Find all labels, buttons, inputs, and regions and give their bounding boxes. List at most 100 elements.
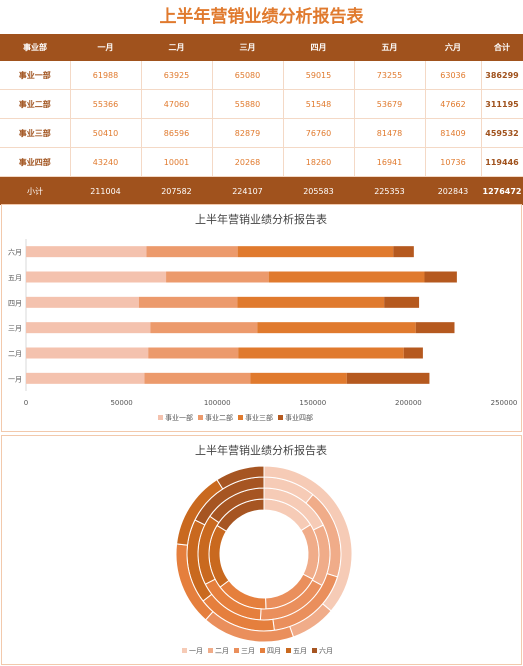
bar-segment: [415, 322, 455, 334]
bar-segment: [26, 296, 139, 308]
value-cell: 81409: [425, 118, 482, 148]
bar-chart-panel: 上半年营销业绩分析报告表 一月 二月 三月 四月 五月 六月 0 50000 100000 1500…: [1, 204, 522, 432]
subtotal-cell: 207582: [141, 176, 212, 205]
value-cell: 86596: [141, 118, 213, 148]
bar-segment: [393, 246, 414, 258]
value-cell: 82879: [212, 118, 284, 148]
bar-segment: [424, 271, 457, 283]
sales-table: 事业部 一月 二月 三月 四月 五月 六月 合计 事业一部 61988 6392…: [0, 34, 523, 205]
legend-swatch: [238, 415, 243, 420]
bar-segment: [26, 246, 147, 258]
subtotal-cell: 225353: [354, 176, 425, 205]
value-cell: 53679: [354, 89, 426, 119]
value-cell: 76760: [283, 118, 355, 148]
x-tick-label: 50000: [110, 399, 132, 407]
y-tick-label: 五月: [8, 274, 22, 282]
dept-name-cell: 事业二部: [0, 89, 71, 119]
value-cell: 10001: [141, 147, 213, 177]
value-cell: 55366: [70, 89, 142, 119]
y-tick-label: 三月: [8, 325, 22, 333]
header-cell: 一月: [70, 34, 141, 61]
bar-segment: [257, 322, 416, 334]
legend-swatch: [278, 415, 283, 420]
subtotal-cell: 211004: [70, 176, 141, 205]
header-cell: 四月: [283, 34, 354, 61]
header-cell: 五月: [354, 34, 425, 61]
value-cell: 59015: [283, 61, 355, 90]
bar-segment: [150, 322, 258, 334]
dept-name-cell: 事业三部: [0, 118, 71, 148]
legend-label: 五月: [293, 647, 307, 655]
legend-label: 一月: [189, 647, 203, 655]
legend-swatch: [286, 648, 291, 653]
value-cell: 63036: [425, 61, 482, 90]
legend-label: 事业二部: [205, 413, 233, 422]
x-tick-label: 0: [24, 399, 28, 407]
chart-title: 上半年营销业绩分析报告表: [195, 212, 327, 226]
total-cell: 459532: [481, 118, 523, 148]
value-cell: 55880: [212, 89, 284, 119]
bar-segment: [26, 322, 151, 334]
value-cell: 63925: [141, 61, 213, 90]
value-cell: 10736: [425, 147, 482, 177]
header-cell: 二月: [141, 34, 212, 61]
doughnut-segment: [216, 465, 265, 490]
legend-label: 二月: [215, 647, 229, 655]
bar-segment: [148, 347, 239, 359]
dept-name-cell: 事业一部: [0, 61, 71, 90]
subtotal-label: 小计: [0, 176, 70, 205]
value-cell: 47662: [425, 89, 482, 119]
y-tick-label: 四月: [8, 299, 22, 307]
legend-swatch: [234, 648, 239, 653]
bar-segment: [384, 296, 420, 308]
bar-segment: [268, 271, 425, 283]
y-tick-label: 一月: [8, 375, 22, 383]
value-cell: 47060: [141, 89, 213, 119]
bar-segment: [146, 246, 238, 258]
x-tick-label: 250000: [491, 399, 518, 407]
header-cell: 六月: [425, 34, 481, 61]
bar-segment: [138, 296, 238, 308]
header-cell: 事业部: [0, 34, 70, 61]
bar-segment: [250, 372, 347, 384]
table-row: 事业二部 55366 47060 55880 51548 53679 47662…: [0, 89, 523, 119]
table-row: 事业一部 61988 63925 65080 59015 73255 63036…: [0, 61, 523, 90]
legend-swatch: [312, 648, 317, 653]
y-tick-label: 六月: [8, 248, 22, 257]
table-footer-row: 小计 211004 207582 224107 205583 225353 20…: [0, 176, 523, 205]
header-cell: 三月: [212, 34, 283, 61]
legend-swatch: [158, 415, 163, 420]
bar-segment: [237, 296, 385, 308]
x-tick-label: 150000: [299, 399, 326, 407]
table-row: 事业四部 43240 10001 20268 18260 16941 10736…: [0, 147, 523, 177]
value-cell: 16941: [354, 147, 426, 177]
legend-label: 四月: [267, 647, 281, 655]
legend-swatch: [182, 648, 187, 653]
bar-segment: [26, 271, 167, 283]
bar-segment: [166, 271, 269, 283]
legend-label: 事业三部: [245, 413, 273, 422]
bar-segment: [237, 246, 394, 258]
total-cell: 311195: [481, 89, 523, 119]
legend-swatch: [198, 415, 203, 420]
subtotal-cell: 202843: [425, 176, 481, 205]
chart-title: 上半年营销业绩分析报告表: [195, 443, 327, 457]
x-tick-label: 200000: [395, 399, 422, 407]
doughnut-chart-panel: 上半年营销业绩分析报告表 一月 二月 三月 四月 五月 六月: [1, 435, 522, 665]
bar-segment: [144, 372, 251, 384]
value-cell: 65080: [212, 61, 284, 90]
table-row: 事业三部 50410 86596 82879 76760 81478 81409…: [0, 118, 523, 148]
subtotal-cell: 224107: [212, 176, 283, 205]
value-cell: 18260: [283, 147, 355, 177]
total-cell: 386299: [481, 61, 523, 90]
grand-total-cell: 1276472: [481, 176, 523, 205]
bar-segment: [26, 372, 145, 384]
value-cell: 51548: [283, 89, 355, 119]
bar-segment: [403, 347, 423, 359]
legend-swatch: [208, 648, 213, 653]
bar-segment: [238, 347, 404, 359]
legend-label: 事业一部: [165, 413, 193, 422]
dept-name-cell: 事业四部: [0, 147, 71, 177]
